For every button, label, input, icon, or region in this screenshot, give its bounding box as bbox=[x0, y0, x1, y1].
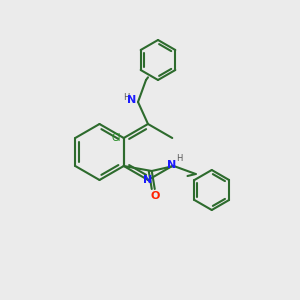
Text: N: N bbox=[143, 175, 153, 185]
Text: H: H bbox=[123, 94, 129, 103]
Text: N: N bbox=[128, 95, 136, 105]
Text: O: O bbox=[150, 191, 159, 201]
Text: H: H bbox=[176, 154, 182, 163]
Text: N: N bbox=[167, 160, 176, 170]
Text: Cl: Cl bbox=[111, 133, 121, 143]
